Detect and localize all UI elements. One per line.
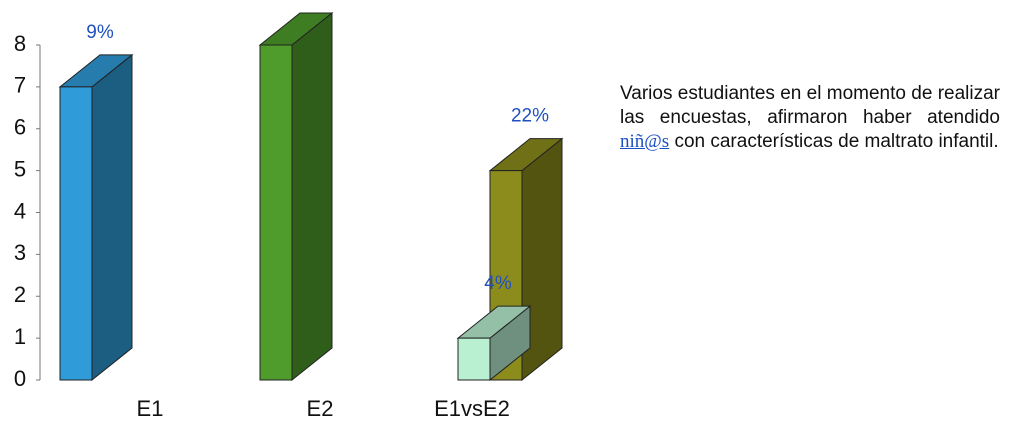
y-tick-label: 1	[14, 324, 26, 349]
y-tick-label: 8	[14, 31, 26, 56]
y-tick-label: 6	[14, 115, 26, 140]
x-tick-label: E2	[307, 396, 334, 421]
value-label: 22%	[511, 106, 549, 127]
x-tick-label: E1vsE2	[434, 396, 510, 421]
y-tick-label: 7	[14, 73, 26, 98]
note-text: Varios estudiantes en el momento de real…	[620, 83, 1000, 128]
value-label: 9%	[86, 22, 114, 43]
value-label: 13%	[281, 0, 319, 1]
bar	[457, 337, 491, 381]
bar-side	[291, 11, 333, 382]
y-tick-label: 5	[14, 156, 26, 181]
y-tick-label: 2	[14, 282, 26, 307]
note: Varios estudiantes en el momento de real…	[620, 82, 1000, 154]
x-tick-label: E1	[137, 396, 164, 421]
bar	[59, 86, 93, 381]
y-tick-label: 0	[14, 366, 26, 391]
note-text: con características de maltrato infantil…	[669, 131, 999, 152]
bar-side	[91, 53, 133, 382]
value-label: 4%	[484, 273, 512, 294]
link[interactable]: niñ@s	[620, 131, 670, 152]
y-tick-label: 4	[14, 198, 26, 223]
bar	[259, 44, 293, 381]
y-tick-label: 3	[14, 240, 26, 265]
